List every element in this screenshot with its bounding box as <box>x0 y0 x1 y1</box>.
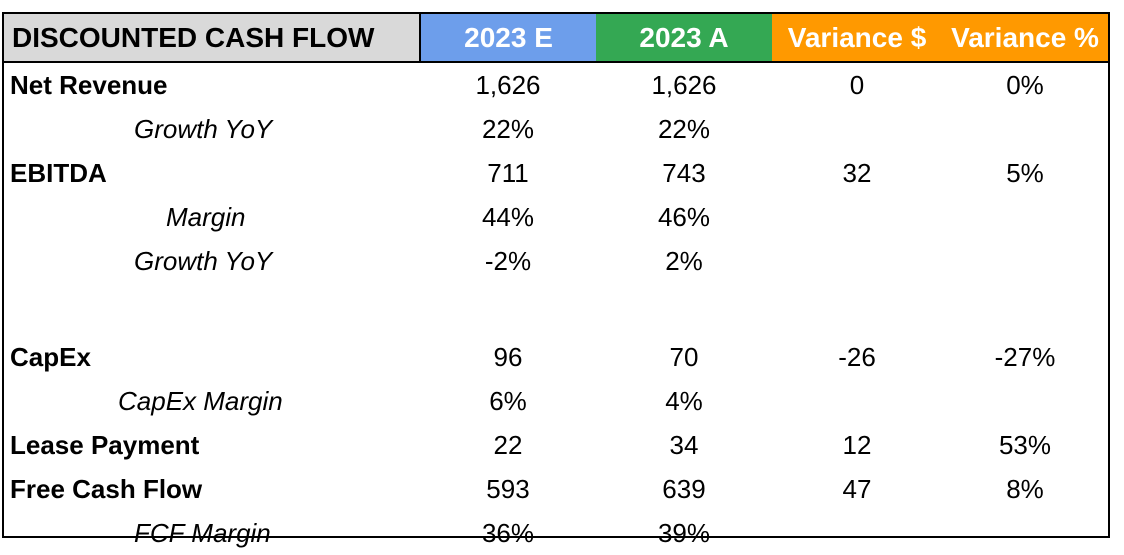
cell-variance-dollar <box>772 239 942 283</box>
cell-actual: 39% <box>657 517 711 548</box>
cell-variance-percent: 53% <box>998 429 1052 460</box>
cell-variance-dollar: 12 <box>842 429 872 460</box>
cell-variance-percent <box>942 511 1108 555</box>
dcf-table: DISCOUNTED CASH FLOW 2023 E 2023 A Varia… <box>4 14 1108 555</box>
row-net-revenue: Net Revenue 1,626 1,626 0 0% <box>4 62 1108 107</box>
cell-variance-dollar: -26 <box>838 341 876 372</box>
dcf-table-frame: DISCOUNTED CASH FLOW 2023 E 2023 A Varia… <box>2 12 1110 548</box>
cell-actual: 70 <box>669 341 699 372</box>
row-label: Growth YoY <box>134 113 273 144</box>
header-variance-dollar: Variance $ <box>772 14 942 63</box>
cell-estimate: 1,626 <box>475 69 541 100</box>
row-capex: CapEx 96 70 -26 -27% <box>4 335 1108 379</box>
cell-actual: 743 <box>662 157 706 188</box>
cell-variance-dollar: 32 <box>842 157 872 188</box>
cell-variance-dollar: 47 <box>842 473 872 504</box>
row-label: Net Revenue <box>10 69 168 100</box>
cell-actual: 4% <box>665 385 703 416</box>
cell-estimate: 711 <box>487 157 529 188</box>
row-ebitda-margin: Margin 44% 46% <box>4 195 1108 239</box>
row-lease-payment: Lease Payment 22 34 12 53% <box>4 423 1108 467</box>
row-label: CapEx Margin <box>118 385 283 416</box>
row-ebitda-growth: Growth YoY -2% 2% <box>4 239 1108 283</box>
row-spacer <box>4 283 1108 335</box>
row-label: FCF Margin <box>134 517 271 548</box>
cell-actual: 46% <box>657 201 711 232</box>
cell-estimate: 36% <box>481 517 535 548</box>
row-label: EBITDA <box>10 157 107 188</box>
row-label: Lease Payment <box>10 429 200 460</box>
cell-variance-dollar <box>772 283 942 335</box>
cell-variance-percent <box>942 283 1108 335</box>
cell-estimate: 6% <box>489 385 527 416</box>
row-revenue-growth: Growth YoY 22% 22% <box>4 107 1108 151</box>
row-fcf-margin: FCF Margin 36% 39% <box>4 511 1108 555</box>
cell-actual <box>596 283 772 335</box>
cell-variance-percent <box>942 379 1108 423</box>
cell-variance-dollar <box>772 379 942 423</box>
header-label: DISCOUNTED CASH FLOW <box>4 14 421 63</box>
cell-variance-percent: 8% <box>1006 473 1044 504</box>
cell-estimate <box>420 283 596 335</box>
row-label: Free Cash Flow <box>10 473 203 504</box>
row-label <box>4 283 420 335</box>
cell-variance-percent <box>942 239 1108 283</box>
cell-estimate: -2% <box>484 245 532 276</box>
cell-variance-percent: 0% <box>1006 69 1044 100</box>
cell-estimate: 44% <box>481 201 535 232</box>
cell-actual: 1,626 <box>651 69 717 100</box>
header-2023-estimate: 2023 E <box>420 14 596 63</box>
header-row: DISCOUNTED CASH FLOW 2023 E 2023 A Varia… <box>4 14 1108 63</box>
cell-variance-dollar <box>772 511 942 555</box>
header-variance-percent: Variance % <box>942 14 1108 63</box>
cell-estimate: 96 <box>493 341 523 372</box>
cell-variance-dollar <box>772 195 942 239</box>
cell-actual: 639 <box>662 473 706 504</box>
cell-estimate: 22% <box>481 113 535 144</box>
row-label: Growth YoY <box>134 245 273 276</box>
cell-variance-dollar <box>772 107 942 151</box>
cell-actual: 34 <box>669 429 699 460</box>
row-capex-margin: CapEx Margin 6% 4% <box>4 379 1108 423</box>
cell-actual: 22% <box>657 113 711 144</box>
row-ebitda: EBITDA 711 743 32 5% <box>4 151 1108 195</box>
cell-estimate: 22 <box>493 429 523 460</box>
row-label: CapEx <box>10 341 91 372</box>
cell-variance-percent: 5% <box>1006 157 1044 188</box>
row-label: Margin <box>166 201 246 232</box>
cell-variance-percent <box>942 107 1108 151</box>
cell-variance-percent: -27% <box>994 341 1056 372</box>
cell-estimate: 593 <box>486 473 530 504</box>
row-free-cash-flow: Free Cash Flow 593 639 47 8% <box>4 467 1108 511</box>
cell-actual: 2% <box>665 245 703 276</box>
header-2023-actual: 2023 A <box>596 14 772 63</box>
cell-variance-percent <box>942 195 1108 239</box>
cell-variance-dollar: 0 <box>849 69 865 100</box>
